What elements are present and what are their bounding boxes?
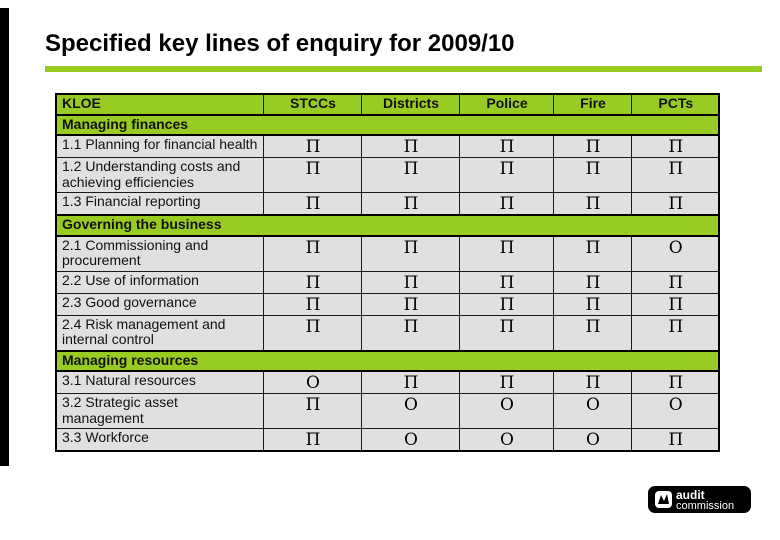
symbol-cell: O [458, 428, 554, 452]
symbol-cell: Π [552, 235, 632, 272]
symbol-cell: Π [458, 292, 554, 316]
table-row: 2.1 Commissioning and procurement Π Π Π Π O [55, 235, 720, 272]
symbol-cell: Π [630, 134, 720, 158]
symbol-cell: O [630, 235, 720, 272]
table-row: 3.3 Workforce Π O O O Π [55, 428, 720, 452]
audit-commission-logo: audit commission [648, 486, 751, 513]
symbol-cell: O [262, 370, 362, 394]
kloe-label: 3.2 Strategic asset management [55, 393, 264, 429]
symbol-cell: Π [458, 235, 554, 272]
table-body: Managing finances 1.1 Planning for financ… [55, 113, 720, 452]
column-header-pcts: PCTs [630, 93, 720, 116]
symbol-cell: Π [262, 428, 362, 452]
symbol-cell: Π [360, 235, 460, 272]
kloe-label: 3.3 Workforce [55, 428, 264, 452]
symbol-cell: Π [458, 157, 554, 193]
symbol-cell: Π [262, 270, 362, 294]
column-header-police: Police [458, 93, 554, 116]
symbol-cell: Π [262, 157, 362, 193]
symbol-cell: Π [360, 192, 460, 216]
symbol-cell: Π [360, 292, 460, 316]
table-row: 2.3 Good governance Π Π Π Π Π [55, 292, 720, 316]
symbol-cell: Π [552, 157, 632, 193]
symbol-cell: O [552, 428, 632, 452]
symbol-cell: Π [360, 157, 460, 193]
table-row: 1.3 Financial reporting Π Π Π Π Π [55, 192, 720, 216]
symbol-cell: Π [552, 192, 632, 216]
audit-commission-icon [655, 491, 672, 508]
symbol-cell: O [552, 393, 632, 429]
symbol-cell: Π [360, 270, 460, 294]
symbol-cell: O [360, 393, 460, 429]
table-row: 2.2 Use of information Π Π Π Π Π [55, 270, 720, 294]
symbol-cell: Π [262, 235, 362, 272]
section-header-label: Managing finances [55, 113, 720, 136]
symbol-cell: Π [458, 270, 554, 294]
kloe-label: 2.3 Good governance [55, 292, 264, 316]
page-title: Specified key lines of enquiry for 2009/… [45, 30, 515, 57]
symbol-cell: O [360, 428, 460, 452]
table-row: 2.4 Risk management and internal control… [55, 314, 720, 351]
symbol-cell: Π [630, 270, 720, 294]
symbol-cell: Π [262, 292, 362, 316]
symbol-cell: Π [552, 134, 632, 158]
section-row: Managing finances [55, 113, 720, 136]
section-header-label: Managing resources [55, 349, 720, 372]
table-row: 3.1 Natural resources O Π Π Π Π [55, 370, 720, 394]
symbol-cell: Π [262, 134, 362, 158]
symbol-cell: Π [458, 314, 554, 351]
symbol-cell: Π [262, 393, 362, 429]
kloe-label: 2.2 Use of information [55, 270, 264, 294]
table-row: 1.2 Understanding costs and achieving ef… [55, 157, 720, 193]
column-header-kloe: KLOE [55, 93, 264, 116]
logo-line2: commission [676, 499, 735, 512]
symbol-cell: O [458, 393, 554, 429]
symbol-cell: Π [630, 292, 720, 316]
section-row: Managing resources [55, 349, 720, 372]
symbol-cell: Π [630, 428, 720, 452]
column-header-districts: Districts [360, 93, 460, 116]
symbol-cell: Π [630, 314, 720, 351]
column-header-stccs: STCCs [262, 93, 362, 116]
section-header-label: Governing the business [55, 214, 720, 237]
symbol-cell: Π [262, 314, 362, 351]
symbol-cell: Π [552, 370, 632, 394]
symbol-cell: Π [552, 270, 632, 294]
symbol-cell: Π [630, 192, 720, 216]
symbol-cell: Π [552, 314, 632, 351]
table-row: 1.1 Planning for financial health Π Π Π Π Π [55, 134, 720, 158]
kloe-label: 2.4 Risk management and internal control [55, 314, 264, 351]
kloe-label: 2.1 Commissioning and procurement [55, 235, 264, 272]
table-header: KLOE STCCs Districts Police Fire PCTs [55, 93, 720, 116]
symbol-cell: Π [458, 370, 554, 394]
symbol-cell: Π [458, 134, 554, 158]
symbol-cell: Π [360, 314, 460, 351]
kloe-label: 1.2 Understanding costs and achieving ef… [55, 157, 264, 193]
symbol-cell: Π [360, 370, 460, 394]
kloe-table: KLOE STCCs Districts Police Fire PCTs Managin… [55, 93, 720, 452]
table-row: 3.2 Strategic asset management Π O O O O [55, 393, 720, 429]
left-accent-bar [0, 8, 9, 466]
column-header-row: KLOE STCCs Districts Police Fire PCTs [55, 93, 720, 116]
logo-line1: audit [676, 487, 705, 502]
symbol-cell: Π [630, 370, 720, 394]
kloe-label: 3.1 Natural resources [55, 370, 264, 394]
section-row: Governing the business [55, 214, 720, 237]
column-header-fire: Fire [552, 93, 632, 116]
symbol-cell: O [630, 393, 720, 429]
symbol-cell: Π [630, 157, 720, 193]
symbol-cell: Π [262, 192, 362, 216]
logo-text: audit commission [676, 487, 735, 512]
symbol-cell: Π [552, 292, 632, 316]
symbol-cell: Π [360, 134, 460, 158]
symbol-cell: Π [458, 192, 554, 216]
title-underline [45, 66, 762, 72]
kloe-label: 1.1 Planning for financial health [55, 134, 264, 158]
kloe-label: 1.3 Financial reporting [55, 192, 264, 216]
